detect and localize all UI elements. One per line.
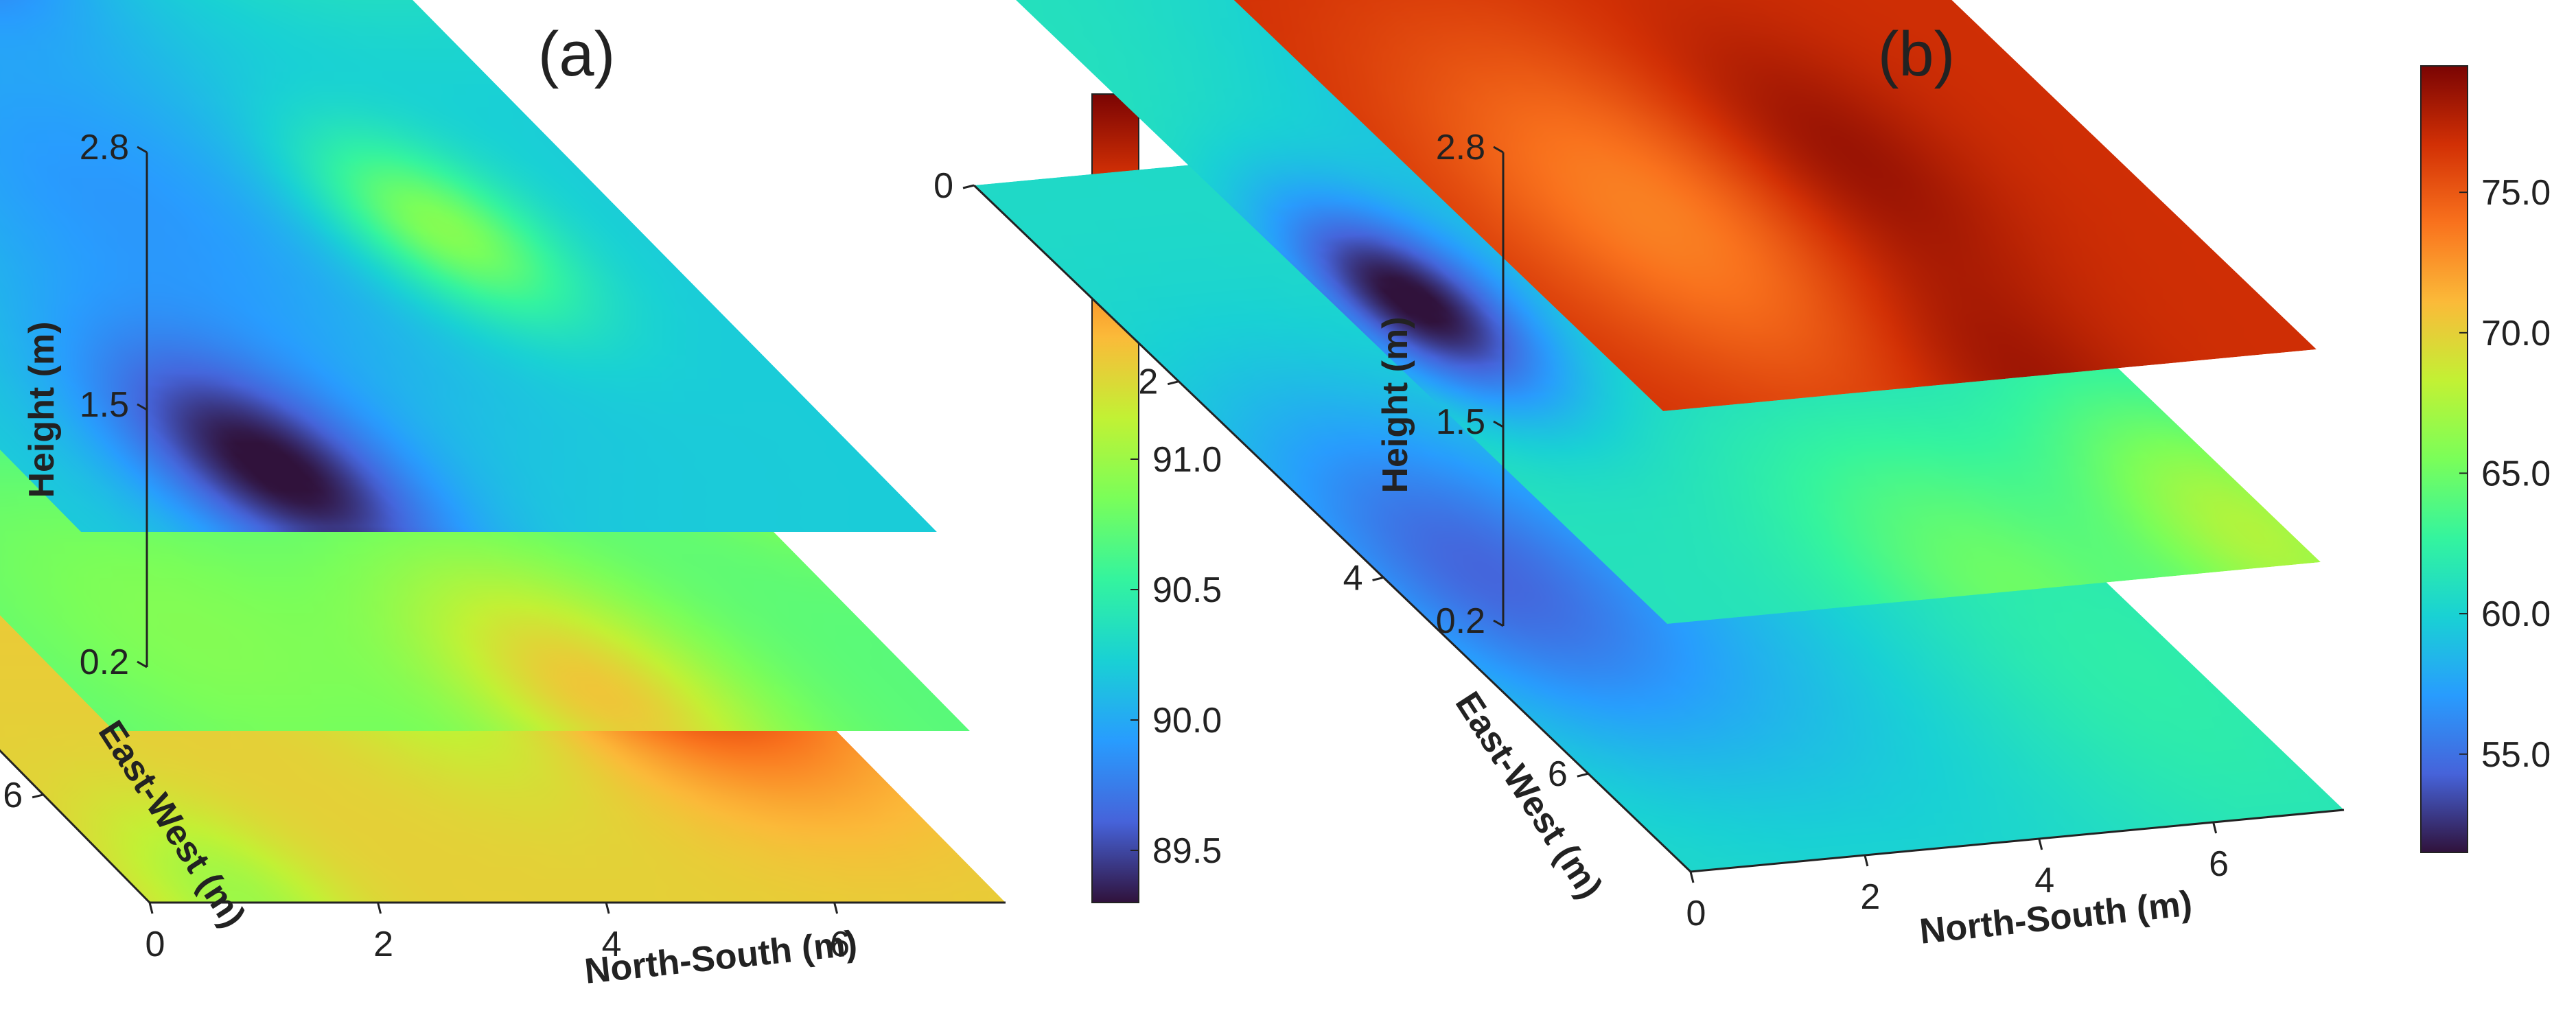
x-tick-mark bbox=[605, 902, 610, 914]
y-tick-label: 4 bbox=[1343, 558, 1363, 598]
z-tick-mark bbox=[137, 146, 148, 154]
z-tick-mark bbox=[1493, 146, 1504, 154]
colorbar-tick-label: 70.0 bbox=[2481, 314, 2551, 353]
colorbar-tick-label: 90.0 bbox=[1152, 701, 1222, 741]
x-tick-mark bbox=[1864, 855, 1869, 867]
x-tick-mark bbox=[148, 902, 154, 914]
z-tick-mark bbox=[137, 660, 148, 669]
x-axis-label: North-South (m) bbox=[583, 923, 859, 991]
colorbar-tick-label: 75.0 bbox=[2481, 173, 2551, 213]
x-axis-line bbox=[1690, 809, 2345, 873]
y-tick-mark bbox=[962, 184, 975, 189]
colorbar-tick-label: 65.0 bbox=[2481, 454, 2551, 493]
y-tick-mark bbox=[1577, 772, 1589, 778]
x-axis-label: North-South (m) bbox=[1918, 883, 2194, 951]
x-tick-label: 0 bbox=[146, 925, 165, 964]
x-tick-label: 0 bbox=[1686, 894, 1706, 933]
x-tick-label: 4 bbox=[2034, 861, 2054, 900]
y-tick-mark bbox=[1167, 380, 1179, 386]
x-tick-mark bbox=[2212, 822, 2218, 834]
y-axis-line bbox=[973, 184, 1692, 873]
z-tick-mark bbox=[1493, 619, 1504, 627]
colorbar-tick-label: 55.0 bbox=[2481, 735, 2551, 775]
y-tick-label: 0 bbox=[933, 166, 953, 206]
z-tick-label: 0.2 bbox=[80, 642, 129, 682]
z-axis-label: Height (m) bbox=[1376, 316, 1415, 493]
z-tick-label: 2.8 bbox=[1436, 128, 1485, 167]
y-tick-label: 2 bbox=[1138, 362, 1158, 402]
x-tick-mark bbox=[377, 902, 382, 914]
x-tick-mark bbox=[1689, 871, 1695, 883]
y-tick-label: 6 bbox=[3, 776, 23, 815]
colorbar bbox=[2420, 65, 2468, 853]
slice-a-z2.8 bbox=[0, 0, 937, 532]
colorbar-tick-label: 90.5 bbox=[1152, 570, 1222, 610]
x-tick-label: 4 bbox=[602, 925, 622, 964]
x-tick-label: 6 bbox=[2209, 844, 2229, 884]
y-axis-line bbox=[0, 749, 151, 904]
colorbar-tick-label: 91.0 bbox=[1152, 440, 1222, 480]
x-tick-mark bbox=[833, 902, 839, 914]
x-tick-label: 6 bbox=[830, 925, 850, 964]
x-tick-label: 2 bbox=[373, 925, 393, 964]
panel-title: (b) bbox=[1878, 19, 1955, 89]
z-tick-mark bbox=[137, 403, 148, 411]
panel-title: (a) bbox=[538, 19, 615, 89]
x-tick-mark bbox=[2038, 838, 2043, 850]
z-tick-label: 1.5 bbox=[80, 385, 129, 425]
x-tick-label: 2 bbox=[1860, 877, 1880, 917]
colorbar-tick-label: 60.0 bbox=[2481, 594, 2551, 634]
z-tick-mark bbox=[1493, 420, 1504, 428]
z-tick-label: 1.5 bbox=[1436, 402, 1485, 442]
colorbar-tick-label: 89.5 bbox=[1152, 831, 1222, 871]
y-tick-mark bbox=[1372, 576, 1384, 581]
y-tick-mark bbox=[32, 793, 44, 799]
z-axis-label: Height (m) bbox=[22, 321, 62, 498]
z-tick-label: 2.8 bbox=[80, 128, 129, 167]
y-tick-label: 6 bbox=[1548, 754, 1568, 794]
